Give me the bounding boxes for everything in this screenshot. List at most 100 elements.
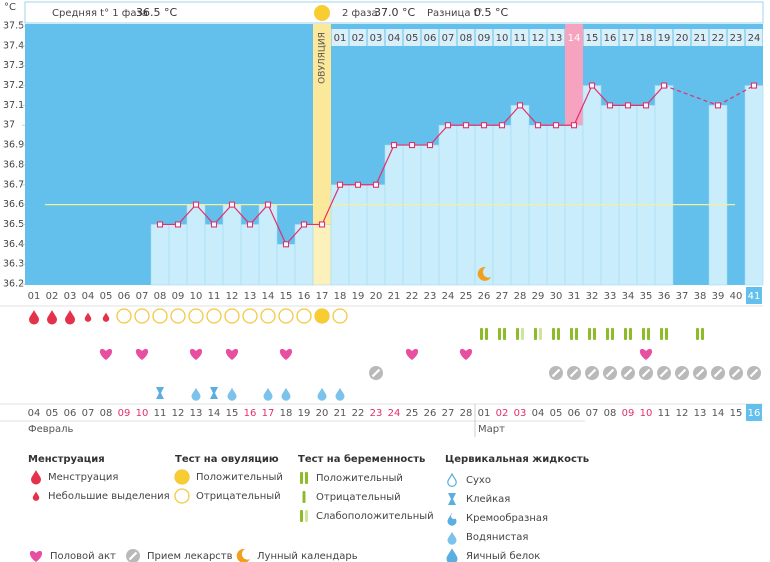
date-label: 14 xyxy=(208,408,221,419)
legend-icon xyxy=(305,472,308,484)
phase2-label: 24 xyxy=(748,33,761,44)
temperature-bar xyxy=(636,105,656,286)
pregnancy-test-icon xyxy=(539,328,542,340)
legend-icon xyxy=(31,470,41,485)
legend-icon-cut xyxy=(451,513,457,519)
cycle-day: 09 xyxy=(172,291,185,302)
phase2-cell xyxy=(493,29,511,46)
cycle-day: 32 xyxy=(586,291,599,302)
medication-icon-line xyxy=(695,368,705,378)
legend-item: Положительный xyxy=(196,472,283,483)
legend-item: Прием лекарств xyxy=(147,551,233,562)
phase2-cell xyxy=(655,29,673,46)
date-label: 07 xyxy=(586,408,599,419)
phase2-cell xyxy=(529,29,547,46)
cycle-day: 37 xyxy=(676,291,689,302)
ovulation-test-icon xyxy=(116,308,132,324)
phase2-label: 15 xyxy=(586,33,599,44)
phase2-cell xyxy=(439,29,457,46)
phase2-label: 16 xyxy=(604,33,617,44)
cycle-day: 05 xyxy=(100,291,113,302)
month-label: Март xyxy=(478,424,505,435)
today-date-cell xyxy=(746,404,762,421)
temperature-point xyxy=(444,122,452,129)
cycle-day: 38 xyxy=(694,291,707,302)
medication-icon-line xyxy=(551,368,561,378)
intercourse-icon xyxy=(99,348,113,360)
pregnancy-test-icon xyxy=(696,328,699,340)
cycle-day: 40 xyxy=(730,291,743,302)
intercourse-icon xyxy=(459,348,473,360)
temperature-bar xyxy=(240,224,260,286)
ovulation-test-icon xyxy=(152,308,168,324)
pregnancy-test-icon xyxy=(498,328,501,340)
ovulation-test-icon xyxy=(332,308,348,324)
temperature-bar xyxy=(150,224,170,286)
medication-icon-line xyxy=(623,368,633,378)
phase2-cell xyxy=(331,29,349,46)
menstruation-icon xyxy=(84,312,92,322)
temperature-bar xyxy=(600,105,620,286)
cervical-fluid-icon xyxy=(210,387,218,399)
cycle-day: 06 xyxy=(118,291,131,302)
medication-icon-line xyxy=(659,368,669,378)
medication-icon-line xyxy=(731,368,741,378)
temperature-bar xyxy=(168,224,188,286)
temperature-point xyxy=(372,181,380,188)
cycle-day: 08 xyxy=(154,291,167,302)
phase2-label: 03 xyxy=(370,33,383,44)
medication-icon-line xyxy=(749,368,759,378)
cycle-day: 28 xyxy=(514,291,527,302)
phase2-cell xyxy=(709,29,727,46)
legend-item: Менструация xyxy=(48,472,118,483)
legend-icon xyxy=(32,491,40,501)
cycle-day: 25 xyxy=(460,291,473,302)
legend-icon xyxy=(305,510,308,522)
ovulation-test-icon xyxy=(242,308,258,324)
cycle-day: 13 xyxy=(244,291,257,302)
y-tick-label: 36.9 xyxy=(3,140,24,151)
cervical-fluid-icon xyxy=(227,387,237,401)
temperature-point xyxy=(750,82,758,89)
phase2-label: 14 xyxy=(568,33,581,44)
pregnancy-test-icon xyxy=(624,328,627,340)
cycle-day: 29 xyxy=(532,291,545,302)
cycle-day: 17 xyxy=(316,291,329,302)
cycle-day: 14 xyxy=(262,291,275,302)
menstruation-icon xyxy=(29,310,39,325)
date-label: 08 xyxy=(604,408,617,419)
date-label: 15 xyxy=(730,408,743,419)
phase2-label: 18 xyxy=(640,33,653,44)
phase2-cell xyxy=(637,29,655,46)
cycle-day: 18 xyxy=(334,291,347,302)
cycle-day: 26 xyxy=(478,291,491,302)
date-label: 28 xyxy=(460,408,473,419)
date-label: 15 xyxy=(226,408,239,419)
cycle-day: 01 xyxy=(28,291,41,302)
date-label: 10 xyxy=(640,408,653,419)
date-label: 21 xyxy=(334,408,347,419)
y-tick-label: 37.3 xyxy=(3,60,24,71)
legend-icon xyxy=(174,488,190,504)
date-label: 26 xyxy=(424,408,437,419)
temperature-point xyxy=(282,241,290,248)
phase2-cell xyxy=(601,29,619,46)
y-tick-label: 36.4 xyxy=(3,239,24,250)
ovulation-test-icon xyxy=(188,308,204,324)
pregnancy-test-icon xyxy=(701,328,704,340)
phase2-cell xyxy=(565,29,583,46)
legend-icon xyxy=(236,548,250,562)
legend-icon-line xyxy=(128,551,138,561)
temperature-bar xyxy=(744,85,764,286)
cycle-day: 10 xyxy=(190,291,203,302)
stat-value: 0.5 °C xyxy=(474,6,508,19)
phase2-cell xyxy=(547,29,565,46)
phase2-label: 06 xyxy=(424,33,437,44)
date-label: 03 xyxy=(514,408,527,419)
phase2-cell xyxy=(349,29,367,46)
cervical-fluid-icon xyxy=(191,387,201,401)
cycle-day: 27 xyxy=(496,291,509,302)
cycle-day: 41 xyxy=(748,291,761,302)
legend-icon xyxy=(446,548,458,562)
temperature-point xyxy=(642,102,650,109)
